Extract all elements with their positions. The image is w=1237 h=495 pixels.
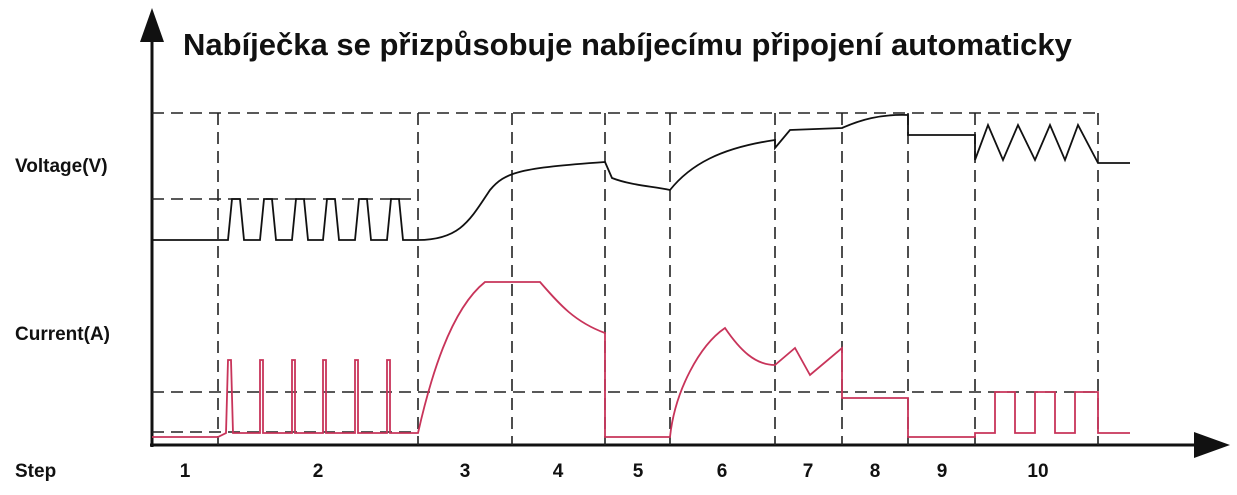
step-number: 2 <box>313 461 324 482</box>
voltage-curve <box>152 114 1130 241</box>
voltage-label: Voltage(V) <box>15 156 108 177</box>
current-curve <box>152 281 1130 438</box>
title: Nabíječka se přizpůsobuje nabíjecímu při… <box>183 27 1073 62</box>
step-number: 7 <box>803 461 814 482</box>
step-number: 10 <box>1027 461 1048 482</box>
step-number: 4 <box>553 461 564 482</box>
step-number: 3 <box>460 461 471 482</box>
step-number: 9 <box>937 461 948 482</box>
step-label: Step <box>15 461 56 482</box>
grid <box>152 112 1100 445</box>
step-number: 1 <box>180 461 191 482</box>
step-number: 6 <box>717 461 728 482</box>
current-label: Current(A) <box>15 324 110 345</box>
step-number: 8 <box>870 461 881 482</box>
axes <box>140 8 1230 458</box>
step-number: 5 <box>633 461 644 482</box>
